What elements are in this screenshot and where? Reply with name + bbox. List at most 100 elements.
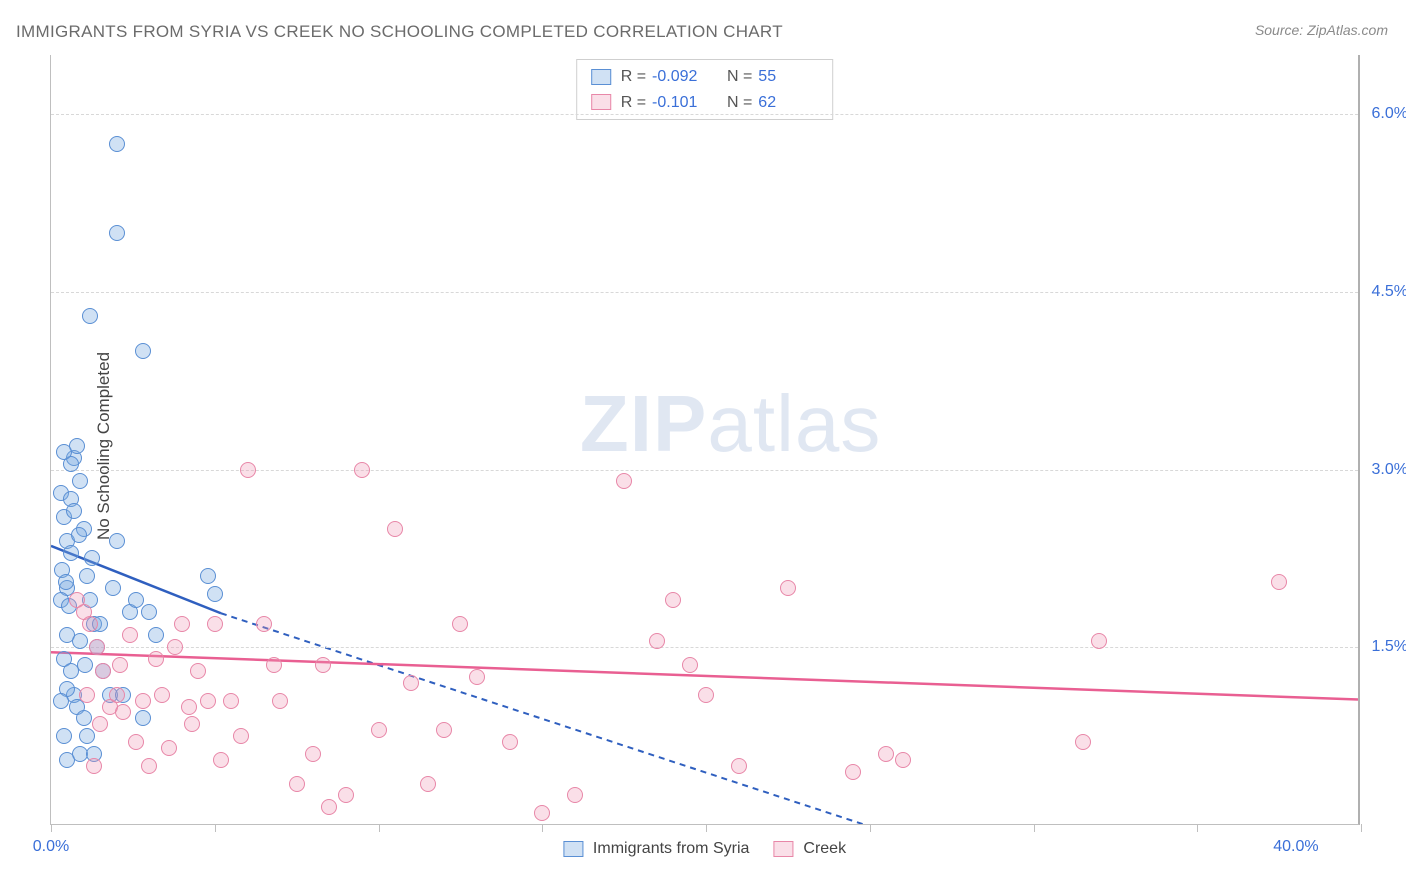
bottom-legend: Immigrants from Syria Creek — [563, 840, 846, 858]
legend-label: Immigrants from Syria — [593, 840, 749, 858]
data-point — [289, 776, 305, 792]
data-point — [56, 728, 72, 744]
data-point — [72, 633, 88, 649]
data-point — [567, 787, 583, 803]
data-point — [109, 687, 125, 703]
data-point — [207, 586, 223, 602]
x-tick — [1361, 824, 1362, 832]
data-point — [72, 473, 88, 489]
data-point — [403, 675, 419, 691]
data-point — [895, 752, 911, 768]
data-point — [56, 444, 72, 460]
x-tick — [706, 824, 707, 832]
data-point — [452, 616, 468, 632]
data-point — [128, 734, 144, 750]
legend-label: Creek — [803, 840, 846, 858]
data-point — [76, 710, 92, 726]
data-point — [135, 710, 151, 726]
data-point — [82, 616, 98, 632]
gridline — [51, 647, 1358, 648]
data-point — [174, 616, 190, 632]
data-point — [371, 722, 387, 738]
data-point — [315, 657, 331, 673]
data-point — [109, 533, 125, 549]
data-point — [154, 687, 170, 703]
x-tick — [1197, 824, 1198, 832]
x-tick — [215, 824, 216, 832]
data-point — [845, 764, 861, 780]
data-point — [79, 568, 95, 584]
data-point — [95, 663, 111, 679]
data-point — [469, 669, 485, 685]
data-point — [502, 734, 518, 750]
data-point — [256, 616, 272, 632]
data-point — [731, 758, 747, 774]
y-tick-label: 6.0% — [1364, 105, 1406, 123]
stats-legend-box: R =-0.092 N =55R =-0.101 N =62 — [576, 59, 834, 120]
data-point — [387, 521, 403, 537]
stats-row: R =-0.092 N =55 — [591, 64, 819, 90]
data-point — [84, 550, 100, 566]
data-point — [66, 503, 82, 519]
legend-swatch — [773, 841, 793, 857]
data-point — [63, 663, 79, 679]
data-point — [161, 740, 177, 756]
data-point — [167, 639, 183, 655]
data-point — [233, 728, 249, 744]
data-point — [105, 580, 121, 596]
data-point — [190, 663, 206, 679]
gridline — [51, 292, 1358, 293]
data-point — [665, 592, 681, 608]
data-point — [272, 693, 288, 709]
data-point — [698, 687, 714, 703]
data-point — [92, 716, 108, 732]
data-point — [213, 752, 229, 768]
data-point — [135, 693, 151, 709]
data-point — [184, 716, 200, 732]
data-point — [58, 574, 74, 590]
data-point — [1271, 574, 1287, 590]
data-point — [181, 699, 197, 715]
legend-swatch — [591, 94, 611, 110]
r-label: R = — [621, 64, 646, 90]
data-point — [240, 462, 256, 478]
data-point — [534, 805, 550, 821]
data-point — [682, 657, 698, 673]
data-point — [109, 225, 125, 241]
data-point — [109, 136, 125, 152]
data-point — [321, 799, 337, 815]
data-point — [115, 704, 131, 720]
x-tick — [870, 824, 871, 832]
data-point — [200, 693, 216, 709]
n-value: 62 — [758, 90, 818, 116]
legend-swatch — [563, 841, 583, 857]
source-attribution: Source: ZipAtlas.com — [1255, 22, 1388, 38]
data-point — [207, 616, 223, 632]
legend-item: Immigrants from Syria — [563, 840, 749, 858]
data-point — [338, 787, 354, 803]
data-point — [89, 639, 105, 655]
data-point — [266, 657, 282, 673]
n-label: N = — [718, 64, 752, 90]
x-tick-label-right: 40.0% — [1273, 838, 1318, 856]
gridline — [51, 114, 1358, 115]
legend-item: Creek — [773, 840, 846, 858]
watermark-rest: atlas — [707, 379, 881, 468]
y-tick-label: 4.5% — [1364, 283, 1406, 301]
data-point — [135, 343, 151, 359]
r-value: -0.101 — [652, 90, 712, 116]
data-point — [148, 627, 164, 643]
n-label: N = — [718, 90, 752, 116]
data-point — [112, 657, 128, 673]
data-point — [141, 758, 157, 774]
data-point — [77, 657, 93, 673]
data-point — [148, 651, 164, 667]
y-tick-label: 3.0% — [1364, 461, 1406, 479]
data-point — [86, 758, 102, 774]
data-point — [223, 693, 239, 709]
data-point — [780, 580, 796, 596]
scatter-plot: ZIPatlas R =-0.092 N =55R =-0.101 N =62 … — [50, 55, 1360, 825]
data-point — [200, 568, 216, 584]
stats-row: R =-0.101 N =62 — [591, 90, 819, 116]
r-label: R = — [621, 90, 646, 116]
